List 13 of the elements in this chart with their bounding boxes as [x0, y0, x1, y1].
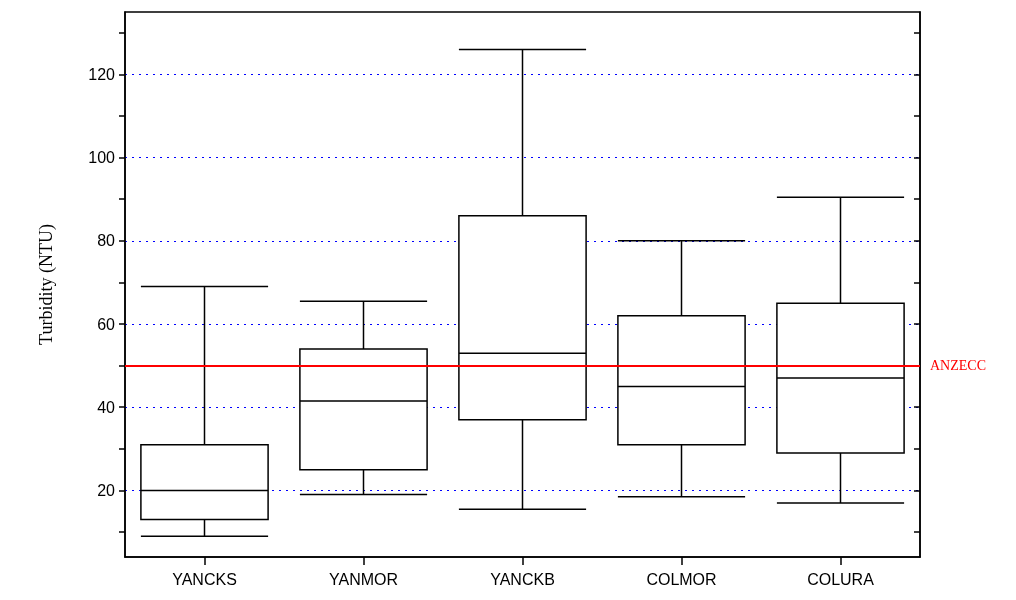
y-tick-label: 60 [97, 315, 116, 333]
x-tick-label: YANCKB [490, 570, 555, 588]
y-tick-label: 120 [88, 65, 116, 83]
y-tick-label: 20 [97, 481, 116, 499]
y-tick-label: 80 [97, 232, 116, 250]
y-tick-label: 40 [97, 398, 116, 416]
y-axis-title: Turbidity (NTU) [36, 224, 57, 345]
x-tick-label: YANCKS [172, 570, 237, 588]
ref-line-label: ANZECC [930, 358, 986, 374]
x-tick-label: COLURA [807, 570, 875, 588]
y-tick-label: 100 [88, 149, 116, 167]
x-tick-label: YANMOR [328, 570, 399, 588]
x-tick-label: COLMOR [646, 570, 717, 588]
